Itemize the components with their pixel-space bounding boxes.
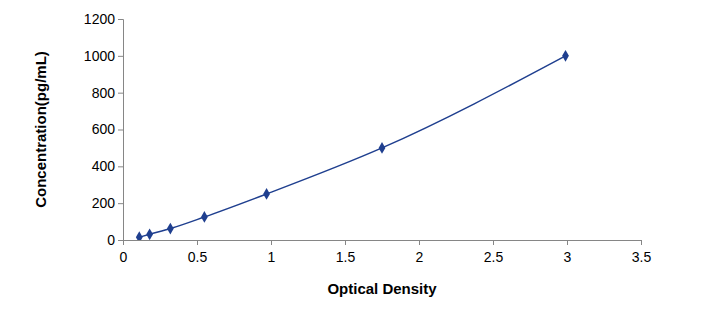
x-tick-label: 1.5 (336, 249, 356, 265)
line (139, 56, 565, 237)
y-tick-mark (118, 166, 123, 167)
x-tick-label: 0.5 (188, 249, 208, 265)
x-tick-mark (641, 240, 642, 245)
x-tick: 0 (120, 240, 128, 265)
series (136, 50, 569, 240)
marker (379, 142, 386, 154)
x-axis-line (124, 241, 642, 246)
y-tick-mark (118, 203, 123, 204)
x-axis-title: Optical Density (327, 280, 437, 297)
marker (136, 231, 143, 240)
y-tick-label: 600 (92, 121, 116, 137)
y-tick-label: 800 (92, 85, 116, 101)
x-tick: 2 (416, 240, 424, 265)
marker (263, 188, 270, 200)
x-axis: 0 0.5 1 1.5 2 2.5 3 3.5 (120, 240, 652, 265)
marker (146, 228, 153, 240)
chart: 0 0.5 1 1.5 2 2.5 3 3.5 0 200 400 600 800 1000 1200 Opt… (0, 0, 720, 316)
y-tick-mark (118, 130, 123, 131)
y-tick-label: 200 (92, 195, 116, 211)
y-tick: 400 (92, 158, 123, 174)
y-tick-label: 1200 (84, 11, 115, 27)
marker (167, 223, 174, 235)
x-tick-label: 2.5 (484, 249, 504, 265)
y-tick-label: 1000 (84, 48, 115, 64)
y-tick-mark (118, 240, 123, 241)
y-tick-mark (118, 19, 123, 20)
y-tick: 1000 (84, 48, 123, 64)
y-axis: 0 200 400 600 800 1000 1200 (84, 11, 124, 248)
y-tick: 200 (92, 195, 123, 211)
x-tick-mark (271, 240, 272, 245)
y-tick-label: 0 (107, 232, 115, 248)
x-tick-label: 2 (416, 249, 424, 265)
x-tick: 1.5 (336, 240, 356, 265)
x-tick: 1 (268, 240, 276, 265)
x-tick: 3.5 (632, 240, 652, 265)
y-tick-label: 400 (92, 158, 116, 174)
y-tick: 1200 (84, 11, 123, 27)
plot-area: 0 0.5 1 1.5 2 2.5 3 3.5 0 200 400 600 800 1000 1200 (84, 11, 652, 265)
x-tick-mark (493, 240, 494, 245)
y-tick: 600 (92, 121, 123, 137)
y-tick-mark (118, 56, 123, 57)
marker (201, 211, 208, 223)
marker (562, 50, 569, 62)
x-tick-label: 1 (268, 249, 276, 265)
y-tick-mark (118, 93, 123, 94)
x-tick-label: 3.5 (632, 249, 652, 265)
x-tick: 3 (564, 240, 572, 265)
x-tick-mark (419, 240, 420, 245)
x-tick-label: 0 (120, 249, 128, 265)
x-tick-mark (345, 240, 346, 245)
x-tick: 2.5 (484, 240, 504, 265)
x-tick-mark (197, 240, 198, 245)
y-tick: 0 (107, 232, 123, 248)
y-tick: 800 (92, 85, 123, 101)
x-tick-label: 3 (564, 249, 572, 265)
x-tick: 0.5 (188, 240, 208, 265)
y-axis-title: Concentration(pg/mL) (32, 51, 49, 208)
y-axis-line (118, 20, 124, 241)
x-tick-mark (567, 240, 568, 245)
